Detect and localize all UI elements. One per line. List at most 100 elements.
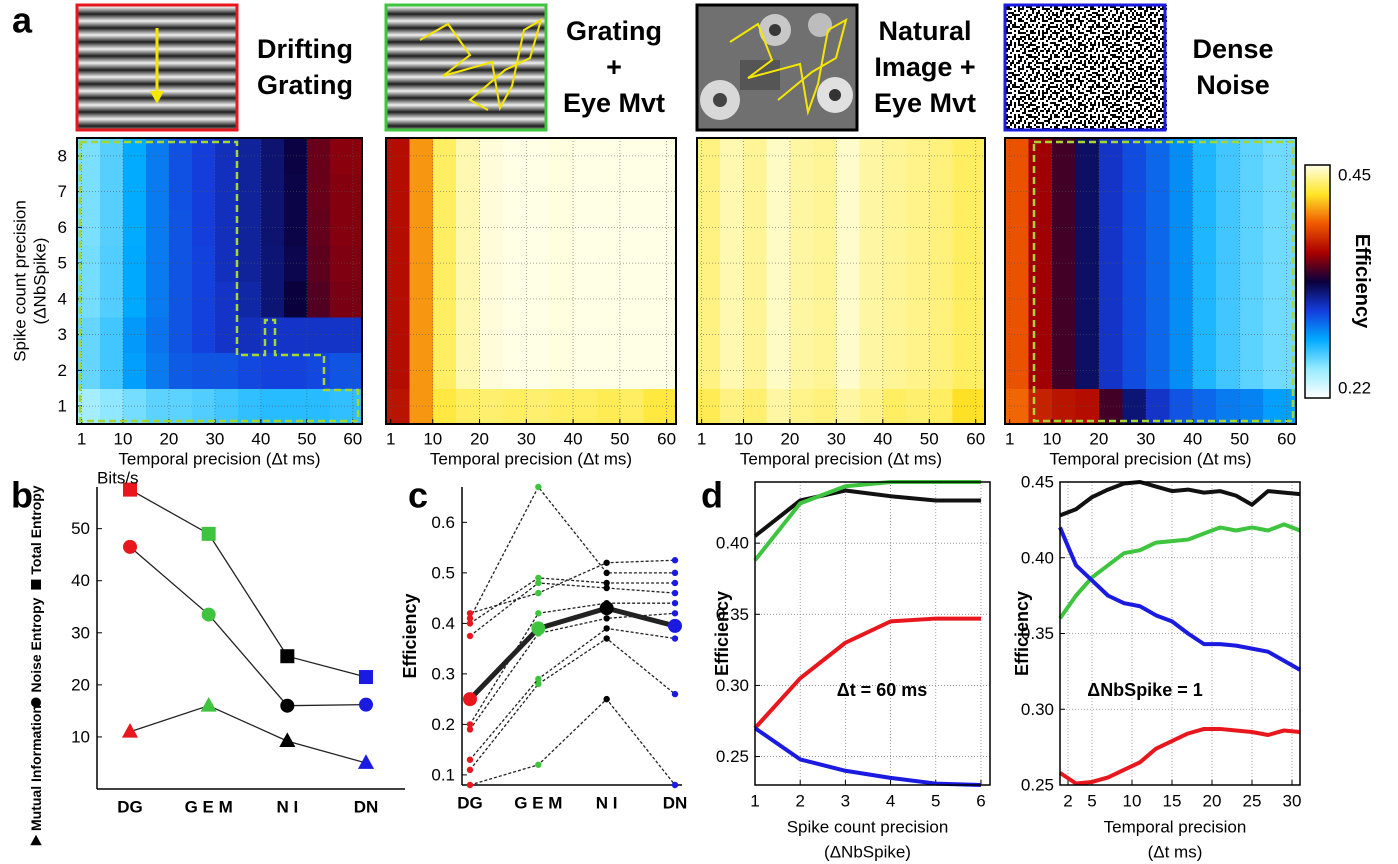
x-tick-label: 40: [251, 430, 270, 449]
heatmap-cell: [214, 316, 239, 354]
x-tick-label: 30: [1136, 430, 1155, 449]
x-tick-label: 10: [1042, 430, 1061, 449]
category-label: G E M: [185, 798, 233, 817]
heatmap-cell: [99, 316, 124, 354]
data-point: [603, 635, 610, 642]
x-tick-label: 10: [423, 430, 442, 449]
heatmap-cell: [789, 281, 814, 318]
x-tick-label: 30: [827, 430, 846, 449]
heatmap-cell: [77, 209, 101, 246]
heatmap-cell: [813, 281, 837, 318]
heatmap-cell: [77, 245, 101, 282]
heatmap-cell: [929, 138, 954, 175]
series-line: [469, 698, 676, 786]
heatmap-cell: [214, 138, 239, 175]
series-line: [469, 602, 675, 725]
heatmap-cell: [906, 245, 930, 282]
heatmap-cell: [836, 209, 861, 246]
heatmap-cell: [1051, 316, 1077, 354]
x-tick-label: 20: [159, 430, 178, 449]
y-tick-label: 0.3: [431, 664, 455, 683]
heatmap-cell: [306, 388, 331, 425]
eye-path: [729, 17, 848, 116]
data-point: [671, 635, 679, 642]
heatmap-cell: [1192, 316, 1217, 354]
data-point: [671, 599, 679, 607]
heatmap-cell: [237, 173, 262, 211]
x-tick-label: 10: [114, 430, 133, 449]
category-label: N I: [596, 794, 618, 813]
y-tick-label: 0.40: [716, 534, 749, 553]
x-tick-label: 15: [1163, 792, 1182, 811]
y-tick-label: 0.30: [1021, 700, 1054, 719]
x-tick-label: 6: [976, 792, 985, 811]
legend-label: Mutual Information: [28, 705, 44, 831]
heatmap-cell: [1192, 245, 1217, 282]
heatmap-cell: [743, 245, 768, 282]
stimulus-label: Dense: [1192, 34, 1273, 64]
legend-label: Total Entropy: [28, 485, 44, 574]
eye-path: [419, 17, 543, 111]
heatmap-cell: [906, 316, 930, 354]
heatmap-cell: [386, 138, 410, 175]
series-line: [469, 559, 676, 614]
heatmap-cell: [1192, 209, 1217, 246]
image-detail: [808, 13, 832, 37]
heatmap-cell: [836, 138, 861, 175]
heatmap-cell: [77, 281, 101, 318]
heatmap-cell: [456, 209, 481, 246]
heatmap-cell: [743, 281, 768, 318]
data-point: [466, 766, 474, 774]
heatmap-cell: [283, 316, 308, 354]
data-point: [201, 526, 216, 541]
y-axis-title: Efficiency: [712, 591, 732, 676]
x-tick-label: 60: [1277, 430, 1296, 449]
data-point: [359, 670, 373, 685]
heatmap-cell: [573, 316, 598, 354]
heatmap-cell: [168, 316, 193, 354]
stimulus-frame: [384, 3, 548, 132]
heatmap-cell: [432, 388, 457, 425]
stimulus-label: Eye Mvt: [874, 88, 976, 118]
y-tick-label: 30: [71, 623, 90, 642]
data-point: [466, 615, 474, 622]
heatmap-cell: [720, 173, 745, 211]
legend-marker: [30, 834, 42, 846]
heatmap-cell: [145, 173, 170, 211]
data-point: [603, 695, 610, 703]
heatmap-cell: [882, 316, 907, 354]
x-tick-label: 40: [873, 430, 892, 449]
series-line: [1059, 480, 1301, 518]
stimulus-label: Natural: [878, 16, 971, 46]
panel-letter: d: [701, 475, 723, 516]
heatmap-cell: [456, 281, 481, 318]
heatmap-cell: [1263, 352, 1297, 389]
heatmap-cell: [145, 209, 170, 246]
heatmap-cell: [306, 173, 331, 211]
heatmap-cell: [1051, 173, 1077, 211]
heatmap-cell: [906, 138, 930, 175]
heatmap-cell: [573, 352, 598, 389]
data-point: [280, 698, 295, 713]
x-tick-label: 30: [1283, 792, 1302, 811]
contour: [1032, 140, 1295, 423]
category-label: DG: [457, 794, 483, 813]
heatmap-cell: [1169, 245, 1194, 282]
y-tick-label: 50: [71, 519, 90, 538]
x-axis-title: Temporal precision: [1104, 818, 1247, 837]
heatmap-cell: [743, 173, 768, 211]
heatmap-cell: [789, 138, 814, 175]
stimulus-frame: [695, 3, 859, 132]
category-label: DN: [663, 794, 688, 813]
series-line: [129, 546, 367, 707]
plot-frame: [754, 481, 991, 786]
data-point: [466, 610, 474, 617]
series-line: [469, 627, 676, 761]
heatmap-cell: [1051, 352, 1077, 389]
heatmap-cell: [409, 281, 434, 318]
heatmap-cell: [1169, 316, 1194, 354]
series-line: [469, 485, 675, 619]
stimulus-label: Grating: [566, 16, 662, 46]
heatmap-cell: [549, 245, 574, 282]
